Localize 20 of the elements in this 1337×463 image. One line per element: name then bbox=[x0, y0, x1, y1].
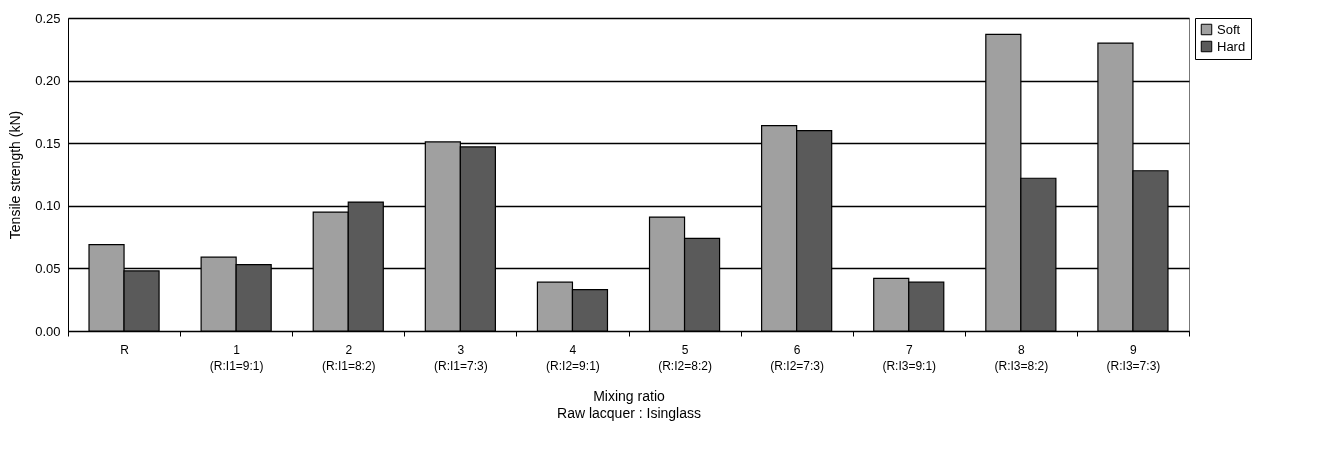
y-tick-label: 0.00 bbox=[35, 323, 61, 339]
x-tick-label: 8 (R:I3=8:2) bbox=[994, 342, 1049, 373]
y-tick-label: 0.15 bbox=[35, 135, 61, 151]
y-tick-label: 0.10 bbox=[35, 198, 61, 214]
legend-label: Hard bbox=[1217, 38, 1246, 54]
x-tick-label: 4 (R:I2=9:1) bbox=[546, 342, 600, 373]
x-tick-label: 5 (R:I2=8:2) bbox=[658, 342, 712, 373]
x-tick-label: R bbox=[120, 342, 130, 357]
x-tick-label: 7 (R:I3=9:1) bbox=[882, 342, 937, 373]
y-tick-label: 0.05 bbox=[35, 260, 61, 276]
x-tick-label: 9 (R:I3=7:3) bbox=[1106, 342, 1161, 373]
x-tick-label: 2 (R:I1=8:2) bbox=[321, 342, 376, 373]
legend-label: Soft bbox=[1217, 21, 1241, 37]
y-tick-label: 0.25 bbox=[35, 10, 61, 26]
x-axis-title: Mixing ratio Raw lacquer : Isinglass bbox=[557, 387, 701, 421]
x-tick-label: 6 (R:I2=7:3) bbox=[770, 342, 824, 373]
x-tick-label: 1 (R:I1=9:1) bbox=[209, 342, 264, 373]
x-tick-label: 3 (R:I1=7:3) bbox=[434, 342, 488, 373]
y-axis-title: Tensile strength (kN) bbox=[7, 110, 24, 240]
y-tick-label: 0.20 bbox=[35, 73, 61, 89]
